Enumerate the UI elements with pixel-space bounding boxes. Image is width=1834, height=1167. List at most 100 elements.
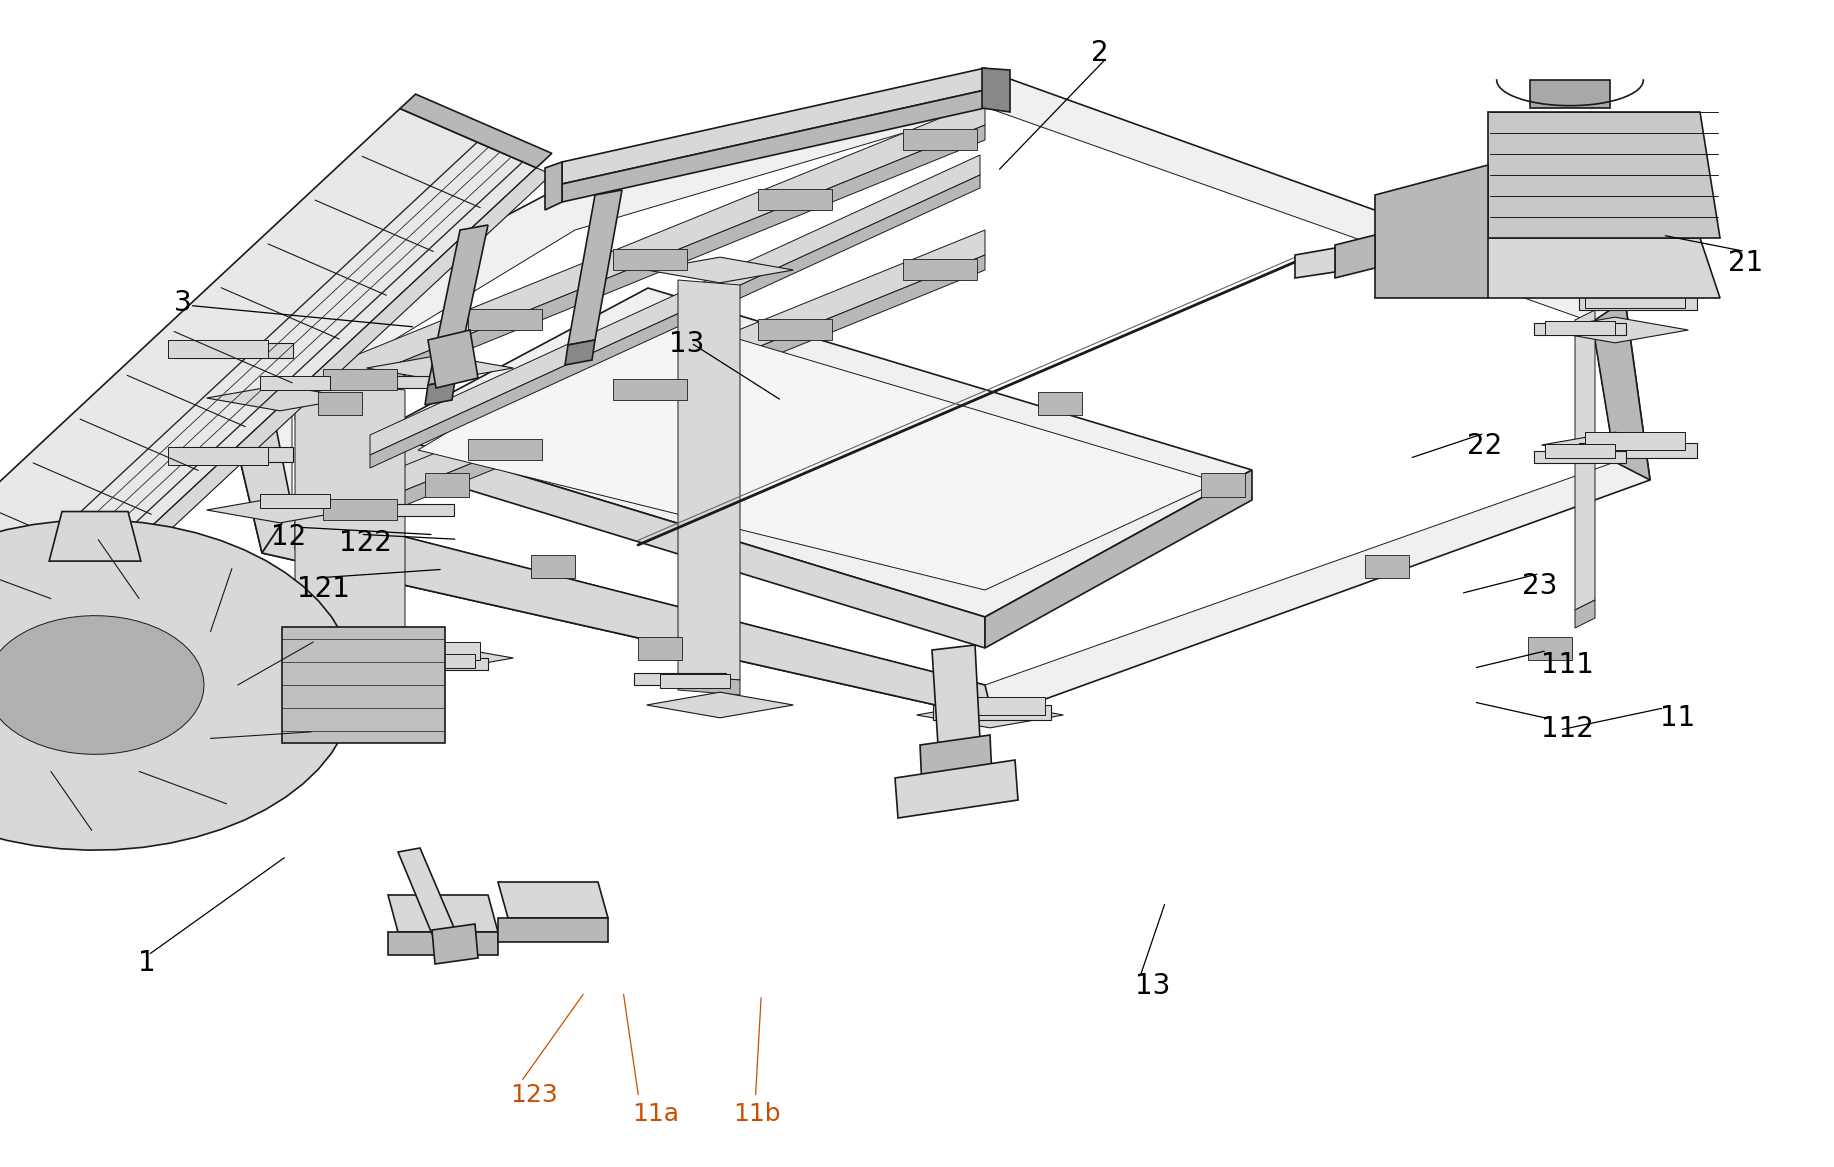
Polygon shape: [1487, 112, 1720, 238]
Text: 21: 21: [1728, 249, 1762, 277]
Text: 1: 1: [138, 949, 156, 977]
Polygon shape: [1544, 443, 1616, 457]
Polygon shape: [660, 675, 730, 689]
Polygon shape: [323, 369, 396, 390]
Polygon shape: [380, 642, 481, 661]
Polygon shape: [207, 497, 354, 523]
Polygon shape: [638, 637, 682, 661]
Polygon shape: [0, 109, 536, 606]
Text: 111: 111: [1541, 651, 1594, 679]
Polygon shape: [1579, 443, 1696, 457]
Text: 12: 12: [271, 523, 306, 551]
Polygon shape: [1592, 300, 1651, 480]
Polygon shape: [0, 616, 204, 754]
Polygon shape: [532, 555, 576, 579]
Polygon shape: [361, 504, 453, 516]
Text: 11a: 11a: [633, 1103, 680, 1126]
Polygon shape: [569, 190, 622, 345]
Text: 23: 23: [1522, 572, 1557, 600]
Polygon shape: [378, 288, 1253, 617]
Polygon shape: [985, 470, 1253, 648]
Polygon shape: [427, 225, 488, 385]
Polygon shape: [917, 703, 1064, 728]
Polygon shape: [207, 385, 354, 411]
Polygon shape: [932, 645, 979, 745]
Polygon shape: [1528, 637, 1572, 661]
Polygon shape: [561, 90, 985, 202]
Polygon shape: [389, 895, 499, 932]
Polygon shape: [499, 918, 609, 942]
Polygon shape: [176, 447, 293, 462]
Polygon shape: [370, 175, 979, 468]
Polygon shape: [1542, 317, 1689, 343]
Polygon shape: [1579, 295, 1696, 310]
Polygon shape: [1201, 474, 1245, 497]
Polygon shape: [405, 654, 475, 668]
Polygon shape: [981, 68, 1011, 112]
Polygon shape: [613, 249, 686, 270]
Polygon shape: [1364, 555, 1409, 579]
Polygon shape: [647, 692, 794, 718]
Polygon shape: [468, 309, 541, 330]
Polygon shape: [0, 519, 354, 850]
Text: 13: 13: [669, 330, 704, 358]
Polygon shape: [425, 474, 470, 497]
Polygon shape: [295, 380, 405, 680]
Polygon shape: [904, 259, 978, 280]
Polygon shape: [1467, 238, 1720, 298]
Polygon shape: [1585, 432, 1685, 450]
Polygon shape: [427, 330, 479, 387]
Polygon shape: [1535, 323, 1627, 335]
Polygon shape: [295, 100, 985, 405]
Text: 121: 121: [297, 575, 350, 603]
Polygon shape: [679, 280, 739, 680]
Polygon shape: [1376, 165, 1487, 298]
Text: 112: 112: [1541, 715, 1594, 743]
Polygon shape: [367, 355, 514, 380]
Text: 13: 13: [1135, 972, 1170, 1000]
Polygon shape: [934, 705, 1051, 720]
Text: 22: 22: [1467, 432, 1502, 460]
Polygon shape: [295, 230, 985, 534]
Polygon shape: [679, 675, 739, 696]
Polygon shape: [400, 95, 552, 168]
Polygon shape: [398, 848, 455, 934]
Polygon shape: [1585, 291, 1685, 308]
Polygon shape: [169, 340, 268, 358]
Text: 2: 2: [1091, 39, 1110, 67]
Polygon shape: [1575, 600, 1596, 628]
Polygon shape: [647, 257, 794, 282]
Polygon shape: [282, 627, 446, 743]
Polygon shape: [904, 130, 978, 151]
Text: 3: 3: [174, 289, 193, 317]
Polygon shape: [367, 645, 514, 671]
Polygon shape: [757, 319, 831, 340]
Polygon shape: [176, 343, 293, 358]
Polygon shape: [262, 508, 992, 718]
Polygon shape: [169, 447, 268, 464]
Polygon shape: [613, 379, 686, 400]
Polygon shape: [1335, 235, 1376, 278]
Text: 11: 11: [1660, 704, 1695, 732]
Polygon shape: [389, 932, 499, 955]
Polygon shape: [378, 432, 985, 648]
Polygon shape: [50, 511, 141, 561]
Polygon shape: [323, 499, 396, 520]
Polygon shape: [635, 673, 726, 685]
Polygon shape: [1530, 81, 1610, 109]
Polygon shape: [1544, 321, 1616, 335]
Polygon shape: [895, 760, 1018, 818]
Text: 123: 123: [510, 1083, 558, 1106]
Polygon shape: [260, 494, 330, 508]
Polygon shape: [1535, 452, 1627, 463]
Polygon shape: [370, 155, 979, 455]
Polygon shape: [425, 380, 455, 405]
Polygon shape: [545, 162, 561, 210]
Polygon shape: [218, 70, 1651, 718]
Polygon shape: [499, 882, 609, 918]
Polygon shape: [1575, 310, 1596, 610]
Polygon shape: [945, 697, 1045, 715]
Polygon shape: [260, 376, 330, 390]
Polygon shape: [295, 670, 405, 696]
Polygon shape: [292, 109, 1616, 685]
